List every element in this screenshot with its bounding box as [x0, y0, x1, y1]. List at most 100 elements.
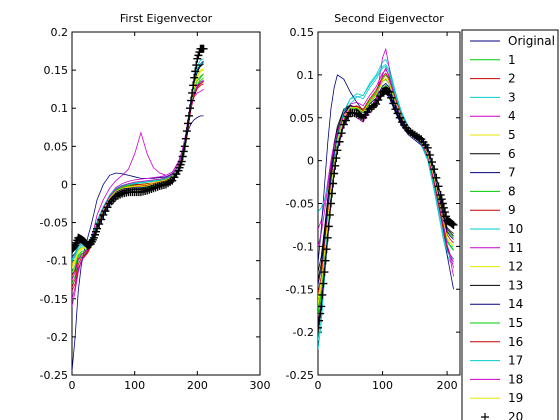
x-tick-label: 0	[315, 379, 322, 392]
series-20-marker	[372, 100, 381, 109]
series-20-marker	[326, 199, 335, 208]
legend-entry-1: 1	[470, 53, 516, 67]
series-20-marker	[430, 165, 439, 174]
series-20-marker	[184, 111, 193, 120]
series-20-marker	[325, 210, 334, 219]
series-20-marker	[319, 279, 328, 288]
y-tick-label: 0	[61, 178, 68, 191]
legend-label: 2	[508, 72, 516, 86]
legend-label: 8	[508, 184, 516, 198]
legend-entry-16: 16	[470, 335, 523, 349]
series-20-marker	[440, 208, 449, 217]
series-20-marker	[199, 44, 208, 53]
series-20-marker	[385, 88, 393, 97]
series-20-marker	[178, 152, 187, 161]
legend-entry-3: 3	[470, 90, 516, 104]
legend-label: 10	[508, 222, 523, 236]
series-20-marker	[333, 146, 342, 155]
series-20-marker	[327, 189, 336, 198]
series-20-marker	[387, 93, 396, 102]
legend-entry-10: 10	[470, 222, 523, 236]
series-20-marker	[182, 127, 191, 136]
series-20-marker	[332, 154, 341, 163]
series-20-marker	[449, 220, 458, 229]
legend-entry-8: 8	[470, 184, 516, 198]
y-tick-label: 0.15	[44, 64, 69, 77]
legend-label: 13	[508, 278, 523, 292]
y-tick-label: -0.25	[286, 369, 314, 382]
legend-label: 4	[508, 109, 516, 123]
series-20-marker	[188, 88, 197, 97]
series-20-marker	[93, 224, 102, 233]
series-20-marker	[318, 309, 325, 318]
series-20-markers	[72, 44, 208, 254]
y-tick-label: -0.2	[293, 326, 314, 339]
series-20-marker	[177, 157, 186, 166]
series-line-7	[72, 115, 204, 372]
series-20-marker	[331, 161, 340, 170]
series-20-marker	[179, 147, 188, 156]
legend-box	[461, 29, 559, 420]
series-20-marker	[187, 96, 196, 105]
chart-panel-2: Second Eigenvector -0.25 -0.2 -0.15 -0.1 -0.0…	[286, 12, 461, 392]
series-20-marker	[428, 158, 437, 167]
legend-entry-4: 4	[470, 109, 516, 123]
legend-label: 12	[508, 260, 523, 274]
series-20-marker	[324, 222, 333, 231]
series-20-marker	[321, 256, 330, 265]
series-20-marker	[448, 220, 457, 229]
y-tick-label: 0.1	[297, 69, 315, 82]
series-20-marker	[395, 113, 404, 122]
series-20-marker	[335, 137, 344, 146]
legend-label: 16	[508, 335, 523, 349]
legend-entry-15: 15	[470, 316, 523, 330]
legend-entry-Original: Original	[470, 34, 555, 48]
chart-title: First Eigenvector	[120, 12, 213, 25]
chart-panel-1: First Eigenvector -0.25 -0.2 -0.15 -0.1 -0.05…	[40, 12, 271, 392]
legend-entry-17: 17	[470, 354, 523, 368]
series-group	[72, 44, 208, 372]
series-20-marker	[183, 119, 192, 128]
legend-entry-12: 12	[470, 260, 523, 274]
series-20-marker	[180, 142, 189, 151]
legend-entry-9: 9	[470, 203, 516, 217]
series-20-marker	[341, 116, 350, 125]
legend-label: 6	[508, 147, 516, 161]
legend-entry-11: 11	[470, 241, 523, 255]
y-tick-label: 0.05	[290, 112, 315, 125]
series-20-marker	[329, 179, 338, 188]
y-tick-label: -0.15	[40, 293, 68, 306]
x-tick-label: 0	[69, 379, 76, 392]
x-tick-label: 200	[187, 379, 208, 392]
legend-label: 18	[508, 372, 523, 386]
series-20-marker	[391, 105, 400, 114]
y-tick-label: 0.2	[51, 26, 69, 39]
legend-label: 1	[508, 53, 516, 67]
legend-label: Original	[508, 34, 555, 48]
y-tick-label: 0.1	[51, 102, 69, 115]
series-20-marker	[323, 233, 332, 242]
series-20-marker	[320, 268, 329, 277]
x-tick-label: 100	[372, 379, 393, 392]
legend-label: 15	[508, 316, 523, 330]
series-20-marker	[434, 182, 443, 191]
legend-entry-5: 5	[470, 128, 516, 142]
series-20-marker	[442, 212, 451, 221]
series-20-marker	[322, 245, 331, 254]
series-20-marker	[95, 220, 104, 229]
series-20-marker	[436, 190, 445, 199]
series-20-marker	[97, 215, 106, 224]
y-tick-label: -0.1	[293, 240, 314, 253]
y-tick-label: 0.05	[44, 140, 69, 153]
series-20-marker	[337, 129, 346, 138]
legend-label: 14	[508, 297, 523, 311]
series-20-marker	[437, 195, 446, 204]
series-20-marker	[389, 99, 398, 108]
series-20-markers	[318, 86, 458, 332]
legend-label: 20	[508, 410, 523, 420]
y-tick-label: -0.15	[286, 283, 314, 296]
legend-label: 9	[508, 203, 516, 217]
series-20-marker	[318, 302, 326, 311]
legend-entry-19: 19	[470, 391, 523, 405]
